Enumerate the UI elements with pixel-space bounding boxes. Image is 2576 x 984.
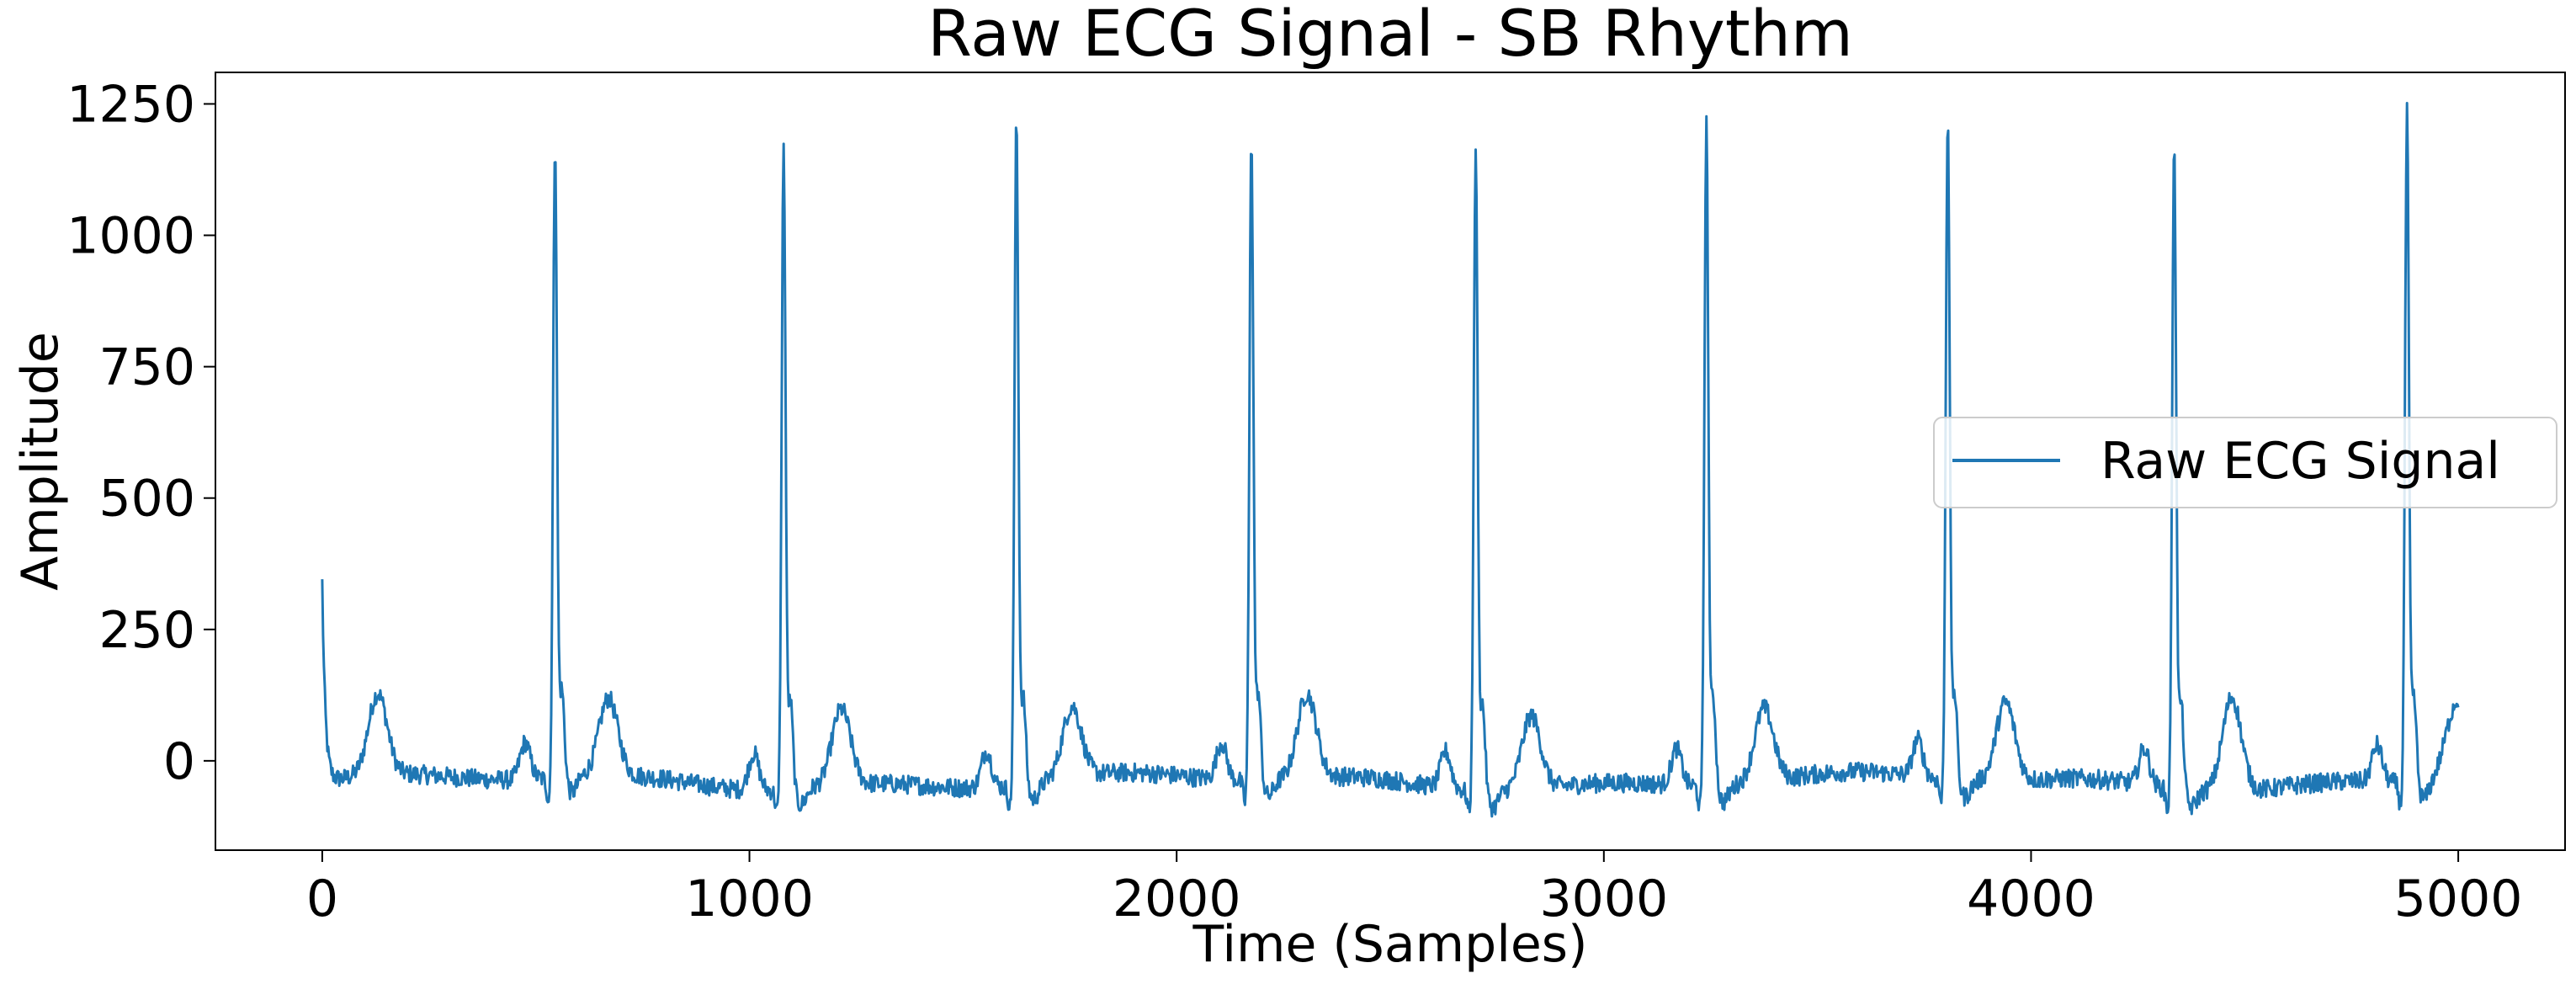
y-tick-label: 0 xyxy=(163,732,195,791)
y-tick-label: 500 xyxy=(98,470,195,529)
y-axis-label: Amplitude xyxy=(11,332,70,590)
legend: Raw ECG Signal xyxy=(1933,417,2557,508)
x-axis-label: Time (Samples) xyxy=(1192,915,1588,974)
y-tick-label: 1250 xyxy=(66,75,195,134)
x-tick-label: 3000 xyxy=(1539,870,1668,928)
plot-frame xyxy=(215,72,2566,851)
legend-box xyxy=(1933,417,2557,508)
plot-area xyxy=(321,102,2460,818)
x-tick-label: 2000 xyxy=(1113,870,1241,928)
y-tick-label: 750 xyxy=(98,338,195,397)
y-tick-label: 1000 xyxy=(66,207,195,266)
x-tick-label: 1000 xyxy=(685,870,814,928)
x-tick-label: 4000 xyxy=(1967,870,2095,928)
y-tick-label: 250 xyxy=(98,601,195,660)
legend-label: Raw ECG Signal xyxy=(2101,432,2500,491)
chart-title: Raw ECG Signal - SB Rhythm xyxy=(927,0,1853,71)
series-line-raw-ecg-signal xyxy=(321,102,2460,818)
x-tick-label: 0 xyxy=(306,870,338,928)
y-axis: 0 250 500 750 1000 1250 xyxy=(66,75,215,791)
x-axis: 0 1000 2000 3000 4000 5000 xyxy=(306,850,2523,928)
x-tick-label: 5000 xyxy=(2394,870,2523,928)
